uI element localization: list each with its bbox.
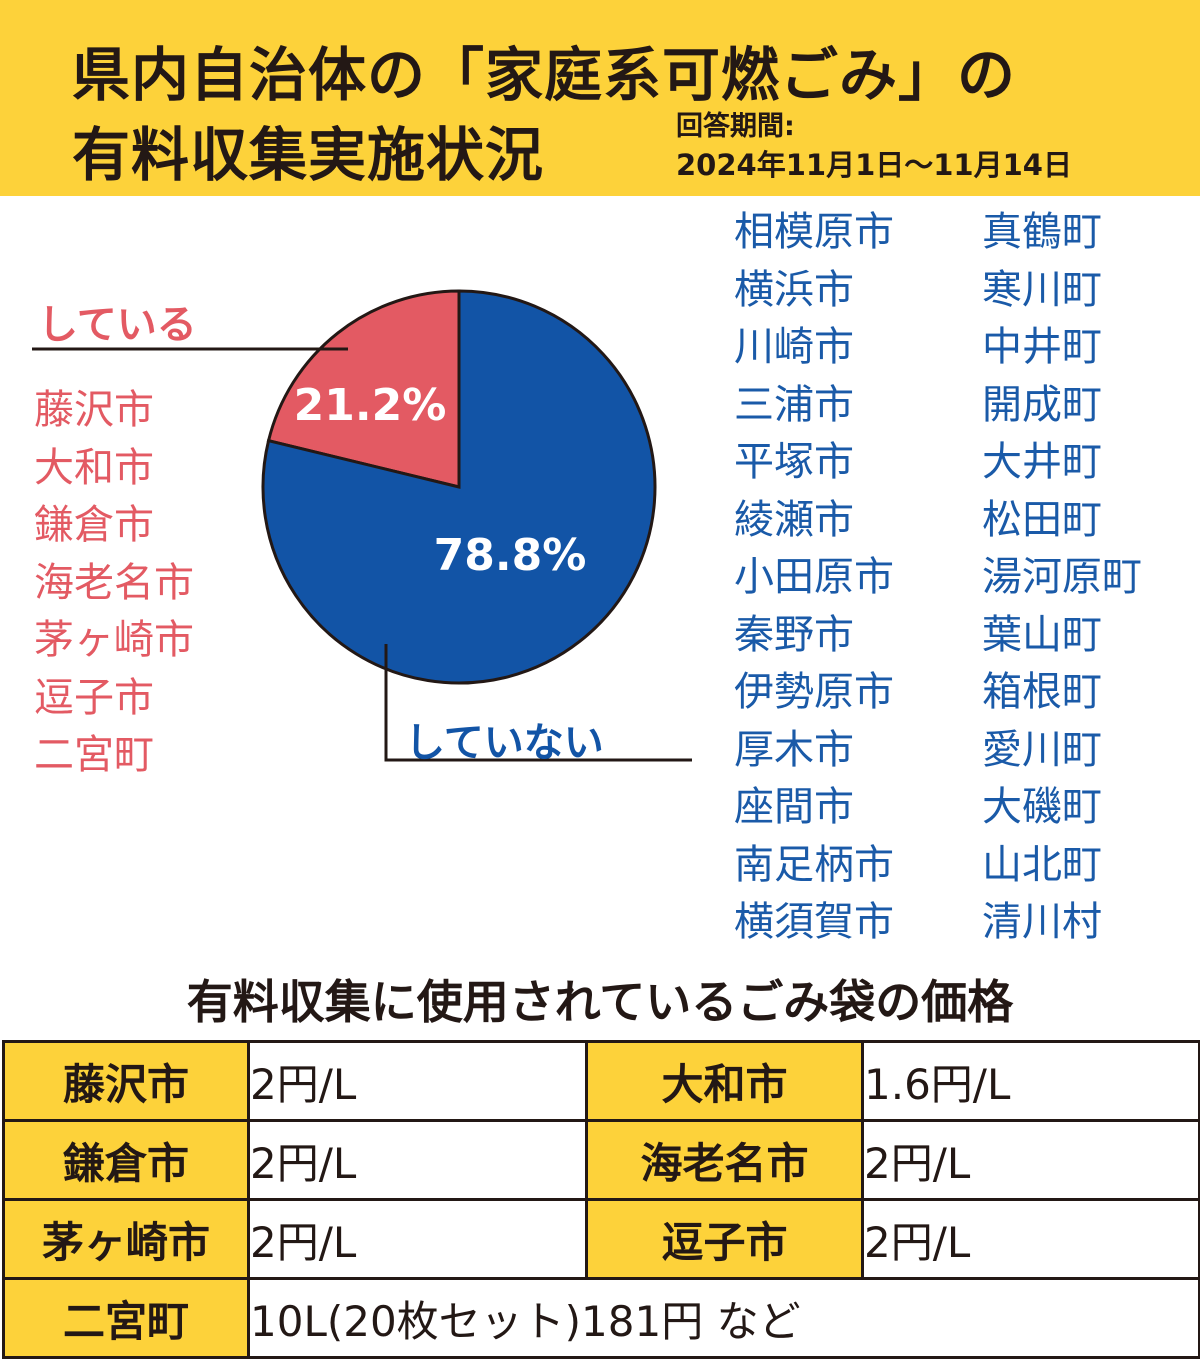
table-cell-price: 10L(20枚セット)181円 など xyxy=(247,1277,1200,1359)
list-charging-municipalities: 藤沢市 大和市 鎌倉市 海老名市 茅ヶ崎市 逗子市 二宮町 xyxy=(34,382,194,785)
table-cell-price: 2円/L xyxy=(247,1198,588,1280)
list-item: 川崎市 xyxy=(734,324,854,370)
list-item: 大磯町 xyxy=(982,784,1102,830)
table-cell-city: 鎌倉市 xyxy=(2,1119,250,1201)
list-item: 藤沢市 xyxy=(34,387,154,433)
leader-line-no xyxy=(384,644,692,762)
list-item: 大和市 xyxy=(34,444,154,491)
list-item: 湯河原町 xyxy=(982,554,1142,600)
table-cell-price: 1.6円/L xyxy=(861,1040,1200,1122)
list-item: 海老名市 xyxy=(34,559,194,606)
list-item: 清川村 xyxy=(982,899,1102,945)
response-period-label: 回答期間: xyxy=(676,111,795,142)
list-item: 茅ヶ崎市 xyxy=(34,617,194,663)
list-item: 山北町 xyxy=(982,841,1102,888)
list-item: 秦野市 xyxy=(734,611,854,658)
list-item: 座間市 xyxy=(734,784,854,830)
list-item: 開成町 xyxy=(982,381,1102,428)
list-item: 逗子市 xyxy=(34,674,154,721)
page-title-line1: 県内自治体の「家庭系可燃ごみ」の xyxy=(72,41,1017,109)
table-row: 鎌倉市 2円/L 海老名市 2円/L xyxy=(2,1119,1200,1201)
list-item: 箱根町 xyxy=(982,669,1102,715)
slice-label-yes: 21.2% xyxy=(294,380,447,431)
table-row: 茅ヶ崎市 2円/L 逗子市 2円/L xyxy=(2,1198,1200,1280)
list-item: 厚木市 xyxy=(734,726,854,773)
list-item: 相模原市 xyxy=(734,209,894,255)
list-item: 小田原市 xyxy=(734,554,894,600)
list-item: 三浦市 xyxy=(734,381,854,428)
table-row: 藤沢市 2円/L 大和市 1.6円/L xyxy=(2,1040,1200,1122)
pie-chart: 21.2% 78.8% xyxy=(32,289,692,762)
table-cell-price: 2円/L xyxy=(861,1198,1200,1280)
list-item: 横浜市 xyxy=(734,266,854,313)
legend-label-yes: している xyxy=(38,302,197,348)
table-cell-price: 2円/L xyxy=(247,1040,588,1122)
list-item: 葉山町 xyxy=(982,611,1102,658)
slice-label-no: 78.8% xyxy=(434,530,587,581)
list-item: 平塚市 xyxy=(734,439,854,485)
list-item: 松田町 xyxy=(982,496,1102,543)
list-item: 愛川町 xyxy=(982,726,1102,773)
price-table-title: 有料収集に使用されているごみ袋の価格 xyxy=(186,975,1014,1029)
page-title-line2: 有料収集実施状況 xyxy=(72,121,545,189)
legend-label-no: していない xyxy=(405,720,604,766)
table-cell-city: 逗子市 xyxy=(585,1198,864,1280)
list-item: 鎌倉市 xyxy=(34,502,154,548)
table-cell-city: 藤沢市 xyxy=(2,1040,250,1122)
table-cell-city: 二宮町 xyxy=(2,1277,250,1359)
table-cell-price: 2円/L xyxy=(861,1119,1200,1201)
response-period-value: 2024年11月1日〜11月14日 xyxy=(676,148,1072,182)
list-non-charging-col2: 真鶴町 寒川町 中井町 開成町 大井町 松田町 湯河原町 葉山町 箱根町 愛川町… xyxy=(982,204,1142,952)
list-item: 南足柄市 xyxy=(734,841,894,888)
list-item: 伊勢原市 xyxy=(734,669,894,715)
table-cell-price: 2円/L xyxy=(247,1119,588,1201)
table-cell-city: 大和市 xyxy=(585,1040,864,1122)
pie-slice-no xyxy=(261,289,657,685)
list-item: 寒川町 xyxy=(982,266,1102,313)
list-item: 綾瀬市 xyxy=(734,496,854,543)
table-row: 二宮町 10L(20枚セット)181円 など xyxy=(2,1277,1200,1359)
title-banner: 県内自治体の「家庭系可燃ごみ」の 有料収集実施状況 回答期間: 2024年11月… xyxy=(0,0,1200,196)
list-item: 大井町 xyxy=(982,439,1102,485)
list-item: 中井町 xyxy=(982,324,1102,370)
list-item: 横須賀市 xyxy=(734,899,894,945)
pie-slice-yes xyxy=(266,289,461,489)
table-cell-city: 茅ヶ崎市 xyxy=(2,1198,250,1280)
list-non-charging-col1: 相模原市 横浜市 川崎市 三浦市 平塚市 綾瀬市 小田原市 秦野市 伊勢原市 厚… xyxy=(734,204,894,952)
list-item: 真鶴町 xyxy=(982,209,1102,255)
table-cell-city: 海老名市 xyxy=(585,1119,864,1201)
price-table: 藤沢市 2円/L 大和市 1.6円/L 鎌倉市 2円/L 海老名市 2円/L 茅… xyxy=(2,1040,1200,1359)
list-item: 二宮町 xyxy=(34,732,154,778)
